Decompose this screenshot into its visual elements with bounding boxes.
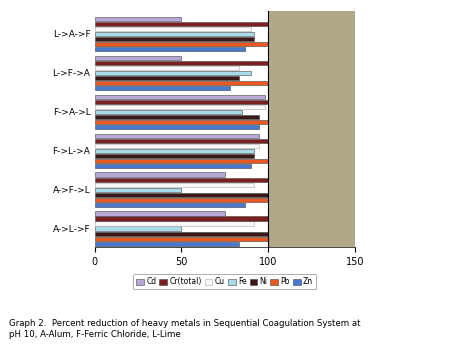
- Bar: [95, 125, 259, 129]
- Bar: [95, 237, 268, 241]
- Bar: [95, 86, 230, 90]
- Bar: [95, 148, 254, 153]
- Bar: [95, 139, 268, 143]
- Bar: [95, 143, 259, 148]
- Bar: [95, 232, 268, 236]
- Bar: [95, 94, 264, 99]
- Bar: [95, 183, 254, 187]
- Bar: [95, 61, 268, 65]
- Bar: [95, 110, 242, 114]
- Bar: [95, 115, 259, 119]
- Bar: [95, 172, 225, 177]
- Bar: [95, 71, 251, 75]
- Bar: [95, 37, 254, 41]
- Bar: [95, 22, 268, 26]
- Bar: [95, 47, 245, 51]
- Bar: [268, 11, 355, 247]
- Bar: [95, 17, 181, 21]
- Bar: [95, 119, 268, 124]
- Bar: [95, 216, 268, 221]
- Bar: [95, 203, 245, 207]
- Bar: [95, 134, 259, 138]
- Text: Graph 2.  Percent reduction of heavy metals in Sequential Coagulation System at
: Graph 2. Percent reduction of heavy meta…: [9, 319, 361, 339]
- Bar: [95, 159, 268, 163]
- Bar: [95, 66, 238, 70]
- Bar: [95, 76, 238, 80]
- Bar: [95, 99, 268, 104]
- Bar: [95, 32, 254, 36]
- Bar: [95, 227, 181, 231]
- Bar: [95, 42, 268, 46]
- Bar: [95, 212, 225, 216]
- Bar: [95, 26, 251, 31]
- Bar: [95, 56, 181, 60]
- Bar: [95, 192, 268, 197]
- Bar: [95, 241, 238, 246]
- Legend: Cd, Cr(total), Cu, Fe, Ni, Pb, Zn: Cd, Cr(total), Cu, Fe, Ni, Pb, Zn: [133, 274, 316, 289]
- Bar: [95, 221, 254, 226]
- Bar: [95, 197, 268, 202]
- Bar: [95, 154, 254, 158]
- Bar: [95, 105, 264, 109]
- Bar: [95, 188, 181, 192]
- Bar: [95, 164, 251, 168]
- Bar: [95, 178, 268, 182]
- Bar: [95, 81, 268, 85]
